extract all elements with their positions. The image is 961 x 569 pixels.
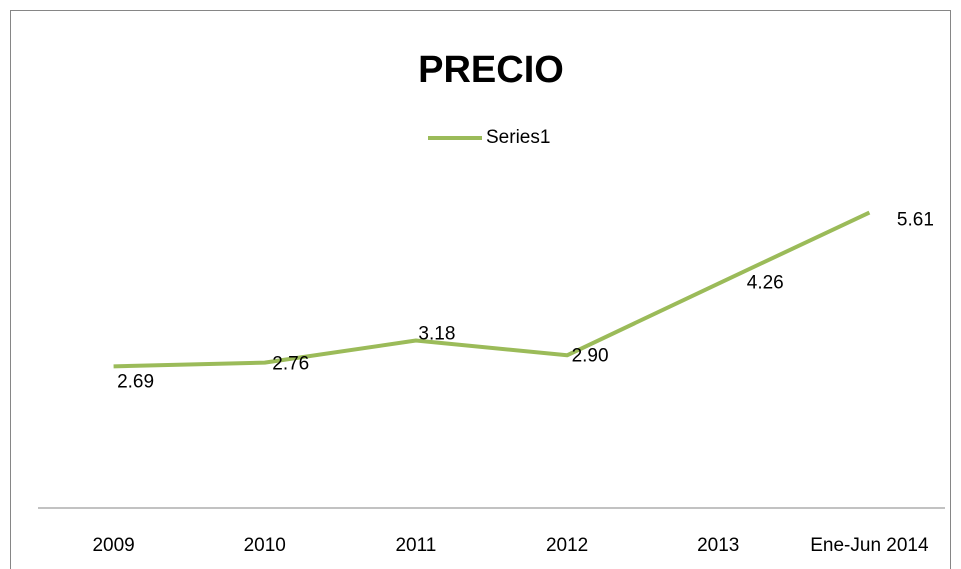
x-tick-label: 2012 xyxy=(546,535,588,556)
data-label: 5.61 xyxy=(897,210,934,231)
legend-label: Series1 xyxy=(486,127,550,148)
line xyxy=(113,210,871,369)
x-tick-label: Ene-Jun 2014 xyxy=(810,535,929,556)
data-label: 2.76 xyxy=(272,354,309,375)
x-tick-label: 2009 xyxy=(92,535,134,556)
x-tick-label: 2011 xyxy=(395,535,436,556)
x-tick-label: 2013 xyxy=(697,535,739,556)
data-label: 3.18 xyxy=(418,324,455,345)
x-tick-label: 2010 xyxy=(244,535,286,556)
chart-border xyxy=(10,10,951,569)
chart-title: PRECIO xyxy=(418,49,564,91)
data-label: 4.26 xyxy=(747,273,784,294)
data-label: 2.90 xyxy=(572,345,609,366)
data-label: 2.69 xyxy=(117,371,154,392)
